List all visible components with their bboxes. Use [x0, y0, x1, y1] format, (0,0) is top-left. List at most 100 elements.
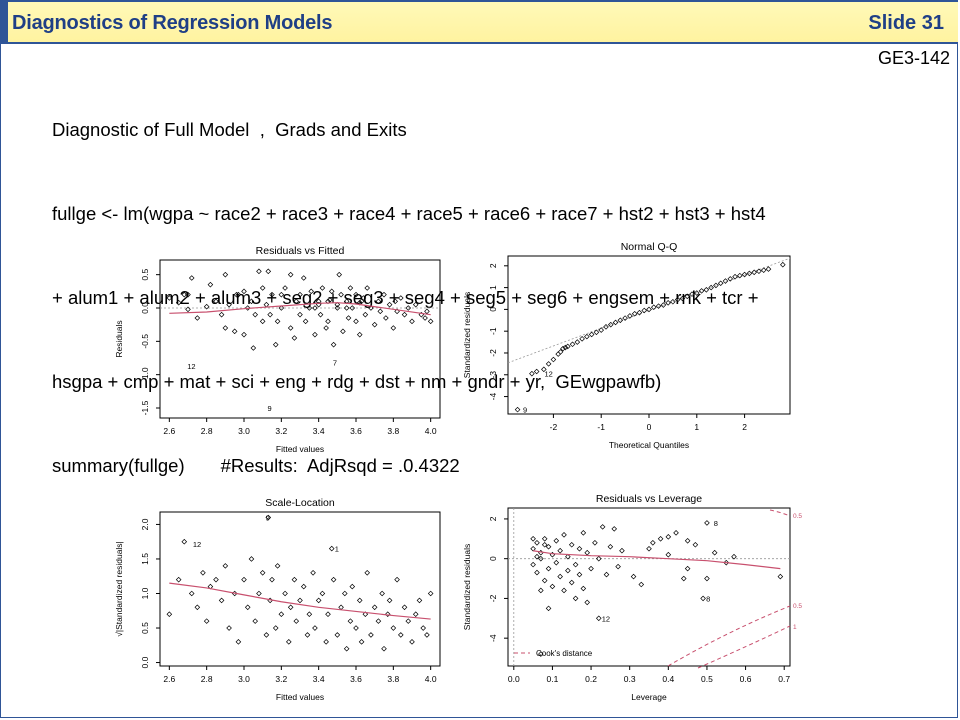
- data-point: [235, 639, 242, 645]
- x-tick-label: -2: [550, 422, 558, 432]
- data-point: [751, 269, 757, 276]
- data-point: [291, 576, 298, 583]
- smoother-line: [533, 550, 781, 570]
- data-point: [541, 366, 547, 373]
- data-point: [631, 310, 638, 317]
- data-point: [328, 545, 335, 552]
- data-point: [336, 271, 342, 278]
- data-point: [218, 597, 225, 604]
- data-point: [252, 311, 258, 318]
- data-point: [580, 530, 587, 536]
- data-point: [704, 520, 710, 526]
- x-tick-label: 4.0: [425, 426, 437, 436]
- data-point: [412, 301, 419, 308]
- data-point: [213, 576, 219, 583]
- x-tick-label: 0.5: [701, 674, 713, 684]
- data-point: [274, 318, 281, 325]
- x-tick-label: 3.0: [238, 674, 250, 684]
- code-line: summary(fullge) #Results: AdjRsqd = .0.4…: [52, 455, 460, 476]
- data-point: [545, 565, 552, 572]
- slide-code: GE3-142: [877, 48, 950, 68]
- data-point: [572, 561, 579, 568]
- data-point: [579, 336, 585, 342]
- y-tick-label: 2.0: [140, 518, 150, 530]
- plot-frame: [159, 259, 441, 419]
- data-point: [356, 331, 363, 338]
- data-point: [684, 537, 691, 544]
- data-point: [381, 291, 387, 298]
- data-point: [384, 611, 391, 618]
- plot-frame: [507, 255, 791, 415]
- data-point: [392, 298, 398, 305]
- data-point: [306, 305, 313, 311]
- data-point: [310, 569, 316, 576]
- x-axis-label: Theoretical Quantiles: [609, 440, 689, 450]
- y-tick-label: -1: [488, 327, 498, 335]
- data-point: [657, 536, 664, 542]
- data-point: [545, 605, 552, 612]
- data-point: [293, 618, 300, 624]
- data-point: [568, 579, 575, 586]
- data-point: [300, 583, 307, 590]
- data-point: [371, 321, 378, 328]
- data-point: [412, 611, 419, 618]
- data-point: [765, 266, 772, 272]
- data-point: [297, 311, 303, 318]
- y-axis-label: √|Standardized residuals|: [114, 541, 124, 637]
- data-point: [263, 632, 270, 638]
- y-tick-label: 0.5: [140, 268, 150, 280]
- point-label: 9: [266, 514, 270, 523]
- data-point: [555, 351, 561, 357]
- data-point: [244, 305, 251, 311]
- data-point: [213, 298, 219, 305]
- data-point: [349, 583, 356, 590]
- data-point: [297, 291, 303, 298]
- data-point: [665, 300, 671, 306]
- data-point: [218, 311, 225, 318]
- data-point: [607, 543, 614, 550]
- data-point: [692, 541, 699, 548]
- data-point: [746, 270, 753, 277]
- data-point: [287, 325, 294, 331]
- data-point: [194, 604, 201, 611]
- data-point: [717, 280, 724, 287]
- data-point: [327, 297, 333, 303]
- x-tick-label: 3.4: [313, 426, 325, 436]
- y-tick-label: 1.5: [140, 553, 150, 565]
- data-point: [360, 295, 367, 301]
- data-point: [291, 335, 298, 341]
- data-point: [538, 651, 544, 657]
- x-tick-label: 0: [647, 422, 652, 432]
- y-tick-label: 0: [488, 556, 498, 561]
- data-point: [222, 325, 229, 331]
- y-tick-label: -1.0: [140, 367, 150, 382]
- code-line: Diagnostic of Full Model , Grads and Exi…: [52, 119, 407, 140]
- y-tick-label: -4: [488, 393, 498, 401]
- data-point: [603, 571, 610, 578]
- data-point: [241, 576, 247, 583]
- cooks-level-label: 0.5: [793, 603, 802, 610]
- data-point: [334, 301, 341, 308]
- data-point: [674, 296, 681, 303]
- data-point: [703, 286, 710, 293]
- data-point: [330, 576, 337, 583]
- data-point: [622, 315, 628, 321]
- point-label: 12: [602, 614, 610, 623]
- x-axis-label: Fitted values: [276, 444, 324, 454]
- data-point: [241, 331, 247, 338]
- data-point: [646, 306, 652, 313]
- y-tick-label: -3: [488, 371, 498, 379]
- plot-title: Scale-Location: [265, 497, 335, 509]
- data-point: [364, 285, 370, 291]
- x-tick-label: 3.6: [350, 426, 362, 436]
- data-point: [553, 537, 560, 544]
- data-point: [274, 563, 281, 569]
- point-label: 12: [544, 370, 552, 379]
- data-point: [646, 545, 652, 552]
- data-point: [267, 311, 273, 318]
- data-point: [557, 547, 563, 554]
- data-point: [323, 639, 329, 645]
- data-point: [588, 565, 594, 572]
- y-tick-label: 0: [488, 307, 498, 312]
- data-point: [576, 545, 583, 552]
